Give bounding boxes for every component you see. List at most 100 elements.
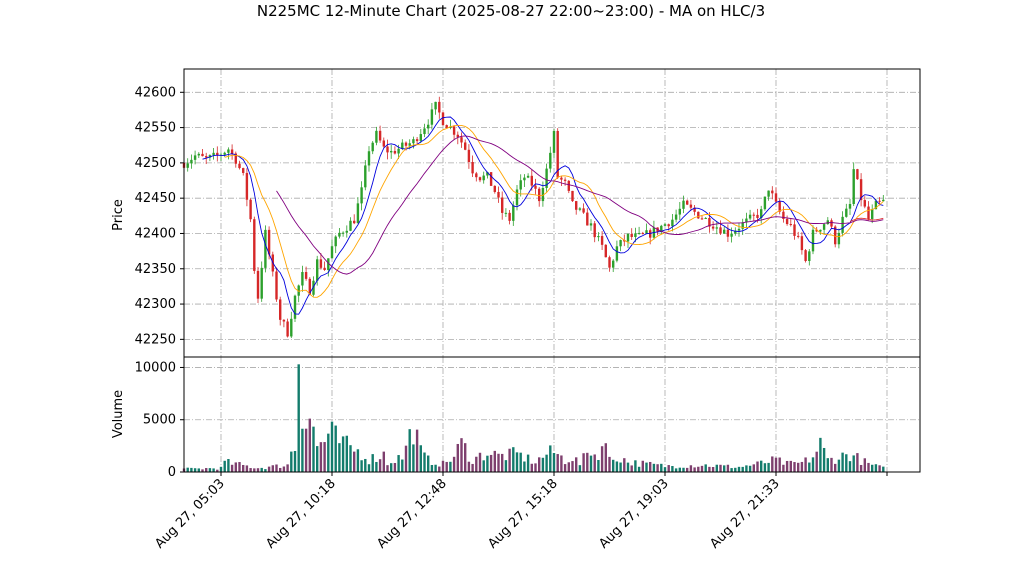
volume-bar [663,467,667,472]
volume-bar [297,364,300,472]
volume-bar [475,456,478,472]
candle-body [856,169,859,180]
candle-body [604,244,607,258]
candle-body [360,187,363,204]
candle-body [778,201,781,212]
candle-body [282,319,286,322]
candle-body [549,152,552,169]
volume-bar [508,448,511,472]
volume-bar [412,444,415,472]
volume-bar [597,460,600,472]
candle-body [286,321,289,337]
volume-bar [619,462,622,472]
candle-body [734,230,737,234]
candle-body [227,149,230,153]
candle-body [589,223,593,226]
volume-bar [815,451,818,472]
candle-body [760,209,763,218]
volume-bar [452,456,456,472]
volume-bar [682,467,685,472]
candle-body [822,224,826,230]
volume-bar [671,466,674,472]
candle-body [260,267,263,299]
candle-body [789,224,792,226]
candle-body [275,271,278,300]
candle-body [290,318,293,337]
candle-body [871,209,874,220]
volume-frame [183,356,921,473]
candle-body [686,200,689,205]
candle-body [682,200,685,209]
candle-body [190,159,193,164]
candle-body [767,190,770,197]
price-tick-label: 42250 [135,332,176,347]
volume-bar [515,452,519,472]
volume-bar [460,438,463,472]
candle-body [279,299,282,320]
candle-body [748,214,752,219]
candle-body [667,224,670,227]
volume-bar [364,458,367,472]
volume-bar [852,455,855,472]
volume-bar [471,463,474,472]
candle-body [356,203,360,224]
candle-body [441,112,445,126]
volume-bar [723,465,726,472]
volume-bar [415,429,419,472]
candle-body [497,191,500,198]
candle-body [319,259,323,268]
volume-bar [719,464,722,472]
candle-body [782,211,785,219]
candle-body [371,142,374,152]
volume-bar [697,466,700,472]
candle-body [719,227,722,234]
candle-body [756,214,759,218]
volume-bar [349,445,352,472]
volume-bar [186,467,189,472]
volume-bar [256,468,260,472]
candle-body [634,233,637,237]
candle-body [460,137,463,143]
candle-body [715,227,718,229]
candle-body [578,208,582,210]
volume-bar [774,457,778,472]
volume-bar [467,461,471,472]
volume-bar [430,465,434,472]
volume-bar [756,461,759,472]
volume-bar [686,467,689,472]
volume-bar [874,464,878,472]
volume-bar [356,449,360,472]
candle-body [330,246,334,259]
volume-bar [523,461,526,472]
volume-bar [545,454,548,472]
volume-bar [800,461,804,472]
candle-body [793,224,796,236]
volume-bar [319,442,323,472]
volume-bar [205,468,208,472]
candle-body [449,126,452,128]
candle-body [234,153,237,164]
candle-body [637,232,641,234]
candle-body [297,285,300,296]
candle-body [430,109,434,125]
volume-bar [593,454,596,472]
candle-body [475,173,478,178]
candle-body [186,163,189,168]
candle-body [508,212,511,221]
candle-body [512,205,515,221]
volume-bar [316,446,319,472]
candle-body [530,175,533,186]
volume-bar [785,460,789,472]
volume-bar [830,457,833,472]
candle-body [797,235,800,237]
volume-bar [401,459,404,472]
volume-bar [249,468,252,472]
volume-bar [730,468,733,472]
candle-body [293,295,297,319]
candle-body [253,219,256,271]
candle-body [704,217,707,219]
price-y-ticks: 42250 42300 42350 42400 42450 42500 42550 42600 [135,85,184,347]
price-tick-label: 42550 [135,121,176,136]
candle-body [556,130,559,178]
candle-body [393,150,397,154]
